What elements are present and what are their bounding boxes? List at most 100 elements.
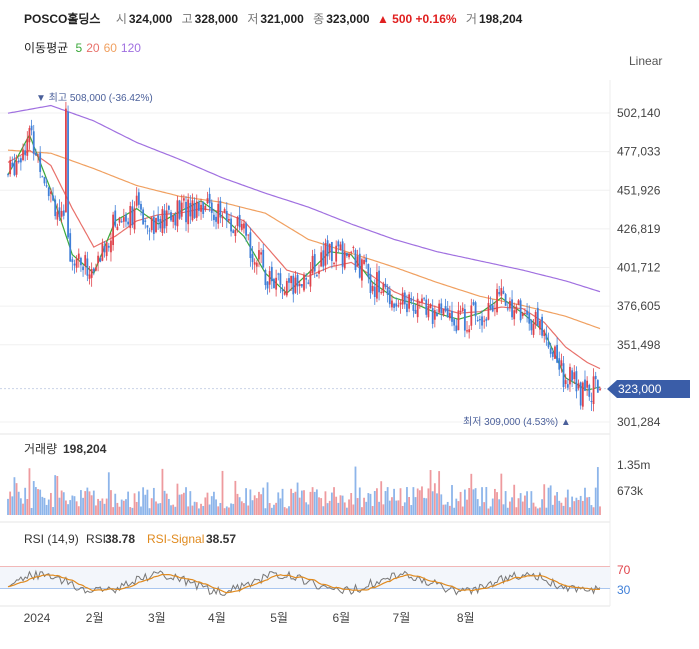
volume-bar: [502, 504, 505, 515]
candle-body: [110, 240, 112, 253]
volume-bar: [240, 501, 243, 515]
candle-body: [249, 232, 252, 258]
candle-body: [155, 217, 157, 233]
candle-body: [376, 272, 378, 299]
candle-body: [28, 128, 31, 143]
candle-body: [410, 298, 413, 302]
candle-body: [24, 150, 27, 156]
candle-body: [253, 262, 256, 265]
volume-bar: [592, 507, 595, 515]
volume-bar: [307, 504, 310, 515]
candle-body: [382, 283, 385, 293]
candle-body: [197, 202, 200, 211]
volume-bar: [266, 482, 269, 515]
volume-bar: [67, 504, 69, 515]
volume-bar: [152, 487, 155, 515]
candle-body: [266, 281, 269, 289]
month-label: 5월: [270, 611, 288, 625]
candle-body: [140, 204, 142, 210]
volume-bar: [433, 483, 436, 515]
volume-bar: [352, 504, 355, 515]
volume-bar: [47, 499, 50, 515]
volume-bar: [313, 491, 316, 515]
rsi-level-70: 70: [617, 563, 631, 577]
candle-body: [300, 284, 303, 287]
volume-bar: [225, 506, 228, 515]
volume-bar: [326, 503, 329, 515]
volume-bar: [180, 494, 183, 515]
candle-body: [463, 309, 466, 331]
volume-bar: [137, 491, 140, 515]
candle-body: [9, 160, 12, 175]
volume-bar: [176, 483, 179, 515]
candle-body: [294, 277, 297, 293]
candle-body: [380, 292, 383, 294]
candle-body: [105, 242, 108, 257]
volume-bar: [406, 487, 408, 515]
candle-body: [112, 214, 115, 246]
candle-body: [22, 149, 24, 161]
candle-body: [247, 234, 250, 236]
volume-bar: [268, 503, 271, 515]
candle-body: [178, 200, 181, 219]
volume-bar: [545, 507, 548, 515]
quote-header: POSCO홀딩스 시 324,000 고 328,000 저 321,000 종 323…: [24, 10, 522, 27]
volume-bar: [125, 499, 127, 515]
candle-body: [47, 187, 50, 197]
volume-bar: [451, 485, 453, 515]
candle-body: [515, 306, 518, 313]
volume-bars: [7, 466, 601, 515]
volume-bar: [468, 487, 471, 515]
candle-body: [251, 254, 254, 263]
candle-body: [324, 243, 327, 266]
candle-body: [225, 210, 228, 222]
candle-body: [7, 174, 9, 176]
volume-bar: [273, 504, 275, 515]
candle-body: [421, 298, 423, 303]
volume-bar: [436, 493, 438, 515]
volume-bar: [541, 499, 543, 515]
candle-body: [425, 299, 428, 315]
candle-body: [268, 271, 271, 285]
volume-bar: [391, 497, 393, 515]
volume-bar: [399, 488, 402, 515]
price-tick-label: 502,140: [617, 106, 661, 120]
volume-bar: [88, 491, 91, 515]
candle-body: [303, 274, 305, 291]
candle-body: [397, 305, 400, 307]
candle-body: [571, 370, 574, 381]
volume-bar: [49, 492, 52, 515]
volume-bar: [361, 507, 363, 515]
rsi-signal-label: RSI-Signal: [147, 532, 204, 546]
volume-bar: [135, 501, 138, 515]
volume-bar: [243, 503, 245, 515]
candle-body: [423, 298, 426, 300]
candle-body: [60, 210, 63, 217]
current-price-tag: 323,000: [607, 380, 690, 398]
volume-bar: [92, 490, 95, 515]
volume-bar: [238, 497, 241, 515]
candle-body: [562, 363, 565, 388]
candle-body: [56, 211, 59, 220]
candle-body: [260, 252, 263, 255]
volume-bar: [577, 499, 580, 515]
candle-body: [97, 255, 99, 264]
volume-bar: [71, 495, 74, 515]
candle-body: [206, 198, 209, 204]
volume-bar: [466, 499, 468, 515]
volume-bar: [210, 496, 213, 515]
candle-body: [322, 250, 325, 267]
volume-bar: [129, 507, 132, 515]
rsi-value: 38.78: [105, 532, 135, 546]
volume-bar: [345, 507, 348, 515]
candle-body: [148, 230, 151, 232]
ma-legend[interactable]: 이동평균 5 20 60 120: [24, 39, 145, 56]
candle-body: [581, 382, 584, 407]
scale-mode-selector[interactable]: Linear: [629, 54, 663, 68]
volume-bar: [371, 506, 374, 515]
volume-bar: [9, 491, 12, 515]
candle-body: [208, 193, 211, 204]
price-tick-label: 301,284: [617, 415, 661, 429]
candle-body: [131, 206, 134, 225]
